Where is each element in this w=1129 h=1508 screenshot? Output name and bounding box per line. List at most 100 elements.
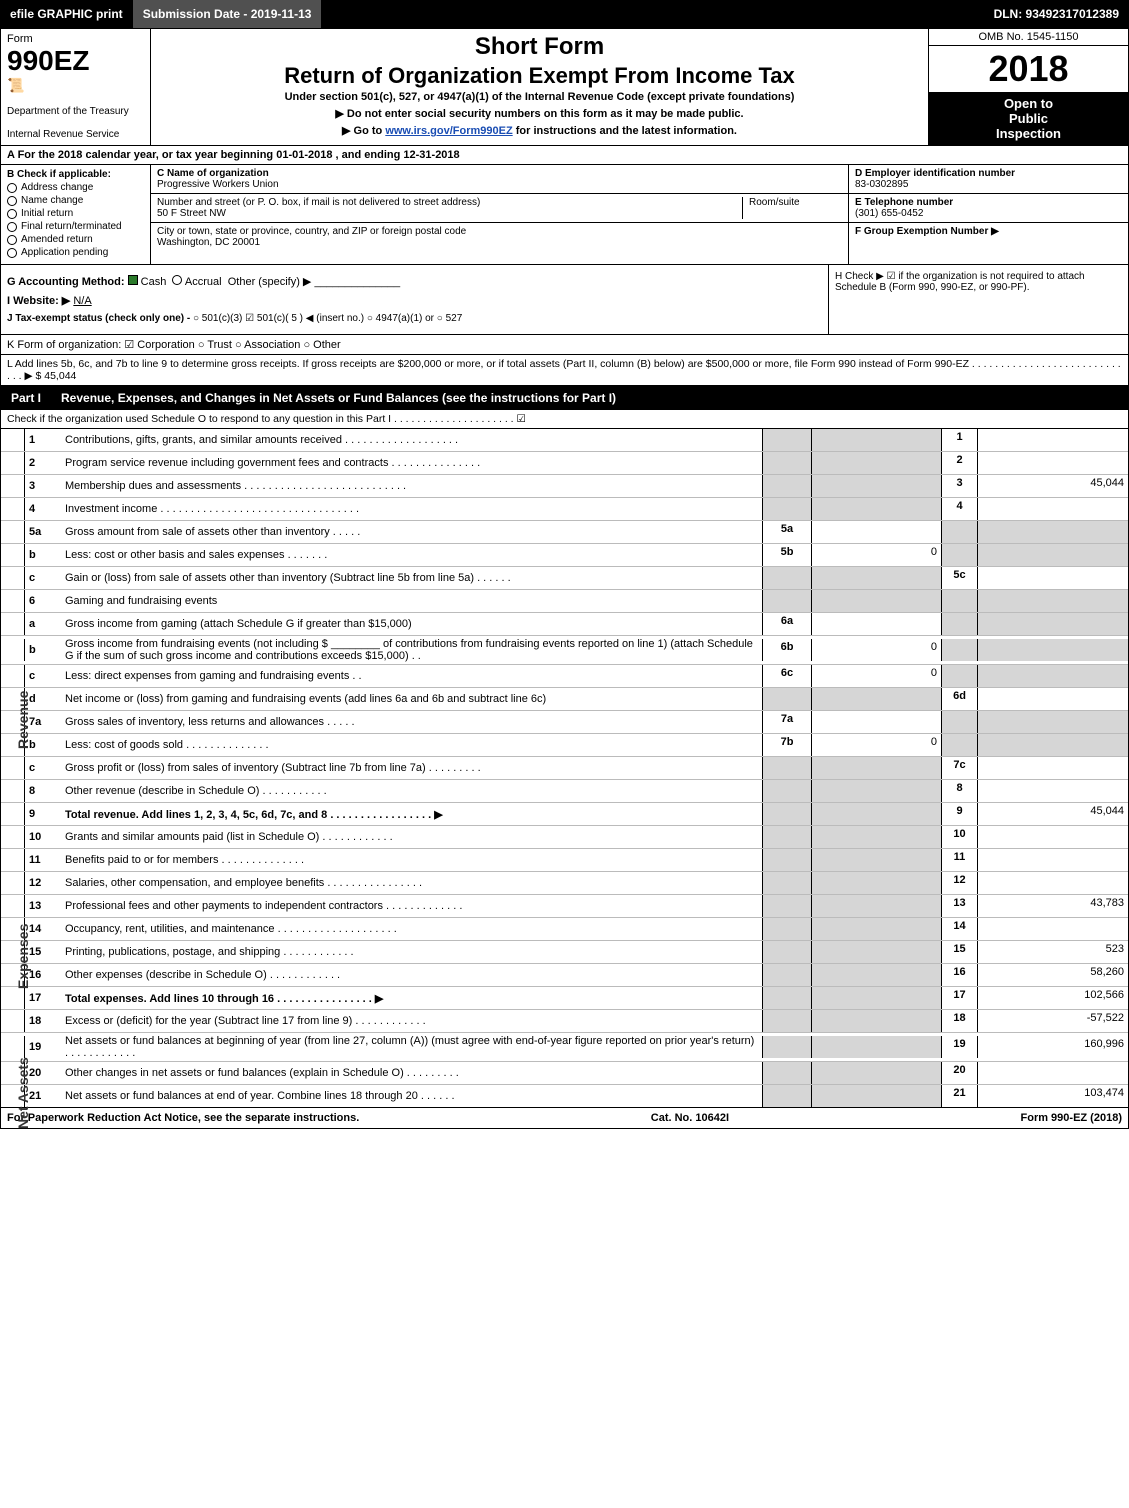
g-accounting-method: G Accounting Method: Cash Accrual Other … — [7, 275, 822, 288]
line-row: cGain or (loss) from sale of assets othe… — [1, 566, 1128, 589]
g-label: G Accounting Method: — [7, 276, 125, 288]
chk-initial-return[interactable]: Initial return — [7, 208, 144, 219]
line-description: Net assets or fund balances at beginning… — [61, 1033, 762, 1061]
mid-value — [812, 429, 942, 451]
right-line-number: 18 — [942, 1010, 978, 1032]
line-row: 13Professional fees and other payments t… — [1, 894, 1128, 917]
section-gutter — [1, 987, 25, 1009]
f-label: F Group Exemption Number ▶ — [855, 226, 999, 237]
line-row: aGross income from gaming (attach Schedu… — [1, 612, 1128, 635]
irs-label: Internal Revenue Service — [7, 129, 144, 140]
ghij-left: G Accounting Method: Cash Accrual Other … — [1, 265, 828, 334]
section-gutter — [1, 613, 25, 635]
mid-line-number — [762, 987, 812, 1009]
mid-value — [812, 872, 942, 894]
line-description: Professional fees and other payments to … — [61, 898, 762, 914]
mid-value — [812, 895, 942, 917]
line-description: Other expenses (describe in Schedule O) … — [61, 967, 762, 983]
line-row: 10Grants and similar amounts paid (list … — [1, 825, 1128, 848]
right-line-number: 8 — [942, 780, 978, 802]
c-org-name: Progressive Workers Union — [157, 179, 279, 190]
right-value — [978, 639, 1128, 661]
section-def: D Employer identification number 83-0302… — [848, 165, 1128, 264]
line-number: 2 — [25, 455, 61, 471]
circle-icon[interactable] — [172, 275, 182, 285]
mid-value — [812, 1036, 942, 1058]
right-value — [978, 734, 1128, 756]
mid-line-number — [762, 826, 812, 848]
section-gutter — [1, 544, 25, 566]
mid-value — [812, 918, 942, 940]
footer-cat-no: Cat. No. 10642I — [651, 1112, 729, 1124]
mid-value: 0 — [812, 639, 942, 661]
form-label: Form — [7, 33, 144, 45]
k-label: K Form of organization: ☑ Corporation ○ … — [7, 339, 341, 351]
line-number: 5a — [25, 524, 61, 540]
mid-line-number — [762, 452, 812, 474]
checkbox-checked-icon[interactable] — [128, 275, 138, 285]
right-line-number: 16 — [942, 964, 978, 986]
line-row: 4Investment income . . . . . . . . . . .… — [1, 497, 1128, 520]
section-gutter — [1, 590, 25, 612]
right-line-number: 4 — [942, 498, 978, 520]
right-line-number: 19 — [942, 1036, 978, 1058]
irs-website-link[interactable]: www.irs.gov/Form990EZ — [385, 125, 512, 137]
line-description: Benefits paid to or for members . . . . … — [61, 852, 762, 868]
line-row: 3Membership dues and assessments . . . .… — [1, 474, 1128, 497]
chk-amended-return[interactable]: Amended return — [7, 234, 144, 245]
mid-line-number — [762, 429, 812, 451]
section-gutter — [1, 567, 25, 589]
line-row: 17Total expenses. Add lines 10 through 1… — [1, 986, 1128, 1009]
j-label: J Tax-exempt status (check only one) - — [7, 313, 193, 324]
efile-graphic-print[interactable]: efile GRAPHIC print — [0, 0, 133, 28]
section-gutter — [1, 639, 25, 661]
right-value — [978, 429, 1128, 451]
right-line-number: 6d — [942, 688, 978, 710]
top-bar: efile GRAPHIC print Submission Date - 20… — [0, 0, 1129, 28]
chk-label: Final return/terminated — [21, 221, 122, 232]
d-label: D Employer identification number — [855, 168, 1015, 179]
section-gutter — [1, 429, 25, 451]
mid-line-number — [762, 1036, 812, 1058]
form-number: 990EZ — [7, 45, 144, 77]
line-number: 1 — [25, 432, 61, 448]
note-no-ssn: ▶ Do not enter social security numbers o… — [159, 107, 920, 120]
chk-address-change[interactable]: Address change — [7, 182, 144, 193]
section-gutter — [1, 1010, 25, 1032]
right-line-number — [942, 734, 978, 756]
section-b-checkboxes: B Check if applicable: Address change Na… — [1, 165, 151, 264]
mid-line-number — [762, 757, 812, 779]
right-line-number: 7c — [942, 757, 978, 779]
chk-name-change[interactable]: Name change — [7, 195, 144, 206]
line-number: b — [25, 547, 61, 563]
e-label: E Telephone number — [855, 197, 953, 208]
line-description: Contributions, gifts, grants, and simila… — [61, 432, 762, 448]
c-addr-label: Number and street (or P. O. box, if mail… — [157, 197, 480, 208]
mid-line-number — [762, 941, 812, 963]
line-description: Printing, publications, postage, and shi… — [61, 944, 762, 960]
chk-final-return[interactable]: Final return/terminated — [7, 221, 144, 232]
right-value: 45,044 — [978, 803, 1128, 825]
part-i-lines-table: Revenue Expenses Net Assets 1Contributio… — [0, 429, 1129, 1108]
line-number: 17 — [25, 990, 61, 1006]
a-prefix: A For the 2018 calendar year, or tax yea… — [7, 149, 276, 161]
line-description: Salaries, other compensation, and employ… — [61, 875, 762, 891]
right-line-number — [942, 711, 978, 733]
line-number: 4 — [25, 501, 61, 517]
section-ghij: G Accounting Method: Cash Accrual Other … — [0, 265, 1129, 335]
line-number: 12 — [25, 875, 61, 891]
line-row: 9Total revenue. Add lines 1, 2, 3, 4, 5c… — [1, 802, 1128, 825]
line-number: c — [25, 668, 61, 684]
right-value — [978, 544, 1128, 566]
mid-value — [812, 711, 942, 733]
header-left: Form 990EZ 📜 Department of the Treasury … — [1, 29, 151, 145]
mid-line-number — [762, 475, 812, 497]
mid-line-number — [762, 803, 812, 825]
line-row: 2Program service revenue including gover… — [1, 451, 1128, 474]
chk-application-pending[interactable]: Application pending — [7, 247, 144, 258]
right-value — [978, 521, 1128, 543]
section-gutter — [1, 452, 25, 474]
mid-value — [812, 826, 942, 848]
mid-value — [812, 452, 942, 474]
right-line-number: 20 — [942, 1062, 978, 1084]
